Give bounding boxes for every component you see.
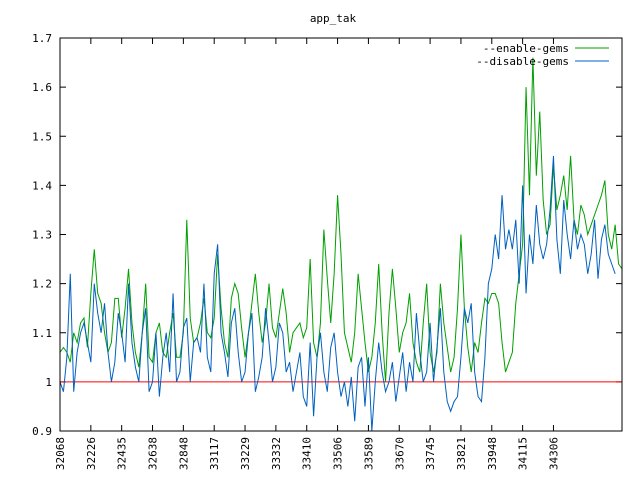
legend-label: --disable-gems xyxy=(476,55,569,68)
x-tick-label: 34306 xyxy=(547,437,560,470)
y-tick-label: 1.3 xyxy=(32,229,52,242)
x-tick-label: 32226 xyxy=(85,437,98,470)
x-tick-label: 33117 xyxy=(208,437,221,470)
series-line-enable-gems xyxy=(59,57,623,382)
legend: --enable-gems--disable-gems xyxy=(476,42,609,68)
y-tick-label: 1 xyxy=(45,376,52,389)
x-tick-label: 33332 xyxy=(270,437,283,470)
y-tick-label: 1.1 xyxy=(32,327,52,340)
x-axis-ticks: 32068 32226 32435 32638 32848 33117 33229 33332… xyxy=(54,38,560,470)
y-tick-label: 1.6 xyxy=(32,81,52,94)
x-tick-label: 34115 xyxy=(517,437,530,470)
x-tick-label: 33506 xyxy=(332,437,345,470)
x-tick-label: 33589 xyxy=(362,437,375,470)
y-tick-label: 1.7 xyxy=(32,32,52,45)
plot-frame xyxy=(59,37,623,432)
x-tick-label: 33948 xyxy=(486,437,499,470)
y-tick-label: 1.5 xyxy=(32,130,52,143)
y-tick-label: 0.9 xyxy=(32,425,52,438)
x-tick-label: 33821 xyxy=(455,437,468,470)
legend-label: --enable-gems xyxy=(483,42,569,55)
chart-title: app_tak xyxy=(310,12,357,25)
x-tick-label: 32638 xyxy=(147,437,160,470)
x-tick-label: 32848 xyxy=(177,437,190,470)
x-tick-label: 32435 xyxy=(116,437,129,470)
y-tick-label: 1.2 xyxy=(32,278,52,291)
series-line-disable-gems xyxy=(59,155,616,432)
x-tick-label: 32068 xyxy=(54,437,67,470)
series-layer xyxy=(59,57,623,432)
y-tick-label: 1.4 xyxy=(32,179,52,192)
x-tick-label: 33410 xyxy=(301,437,314,470)
x-tick-label: 33670 xyxy=(393,437,406,470)
y-axis-ticks: 0.9 1 1.1 1.2 1.3 1.4 1.5 1.6 1.7 xyxy=(32,32,622,438)
x-tick-label: 33745 xyxy=(424,437,437,470)
x-tick-label: 33229 xyxy=(239,437,252,470)
